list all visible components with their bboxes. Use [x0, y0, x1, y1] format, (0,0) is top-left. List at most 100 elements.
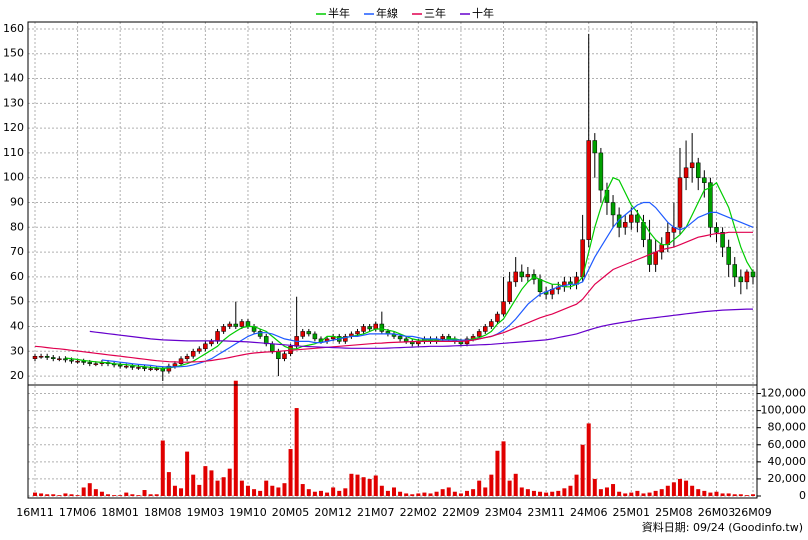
- candle-body: [714, 227, 719, 233]
- volume-bar: [653, 490, 658, 496]
- candle-body: [403, 338, 409, 342]
- candle-body: [306, 331, 312, 335]
- volume-bar: [598, 489, 603, 496]
- volume-bar: [604, 487, 609, 496]
- x-tick-label: 23M11: [527, 506, 565, 519]
- candle-body: [659, 244, 664, 253]
- candle-body: [221, 326, 226, 332]
- volume-bar: [404, 493, 409, 496]
- x-tick-label: 20M12: [314, 506, 352, 519]
- candle-body: [257, 331, 263, 337]
- y-tick-label: 40: [10, 319, 24, 332]
- y-tick-label: 130: [3, 96, 24, 109]
- volume-bar: [306, 489, 311, 496]
- candle-body: [616, 214, 622, 228]
- ma-line: [65, 176, 754, 370]
- y-tick-label: 120: [3, 121, 24, 134]
- volume-bar: [726, 493, 731, 496]
- candle-body: [622, 222, 628, 228]
- x-tick-label: 21M07: [357, 506, 395, 519]
- volume-bar: [708, 492, 713, 496]
- volume-bar: [629, 492, 634, 496]
- candle-body: [367, 326, 372, 330]
- legend-label: 年線: [376, 6, 398, 20]
- candle-body: [32, 355, 38, 359]
- volume-bar: [544, 492, 549, 496]
- volume-bar: [343, 488, 348, 496]
- volume-bar: [623, 493, 628, 496]
- candle-body: [537, 279, 543, 293]
- legend-label: 半年: [328, 6, 350, 20]
- volume-bar: [221, 477, 226, 496]
- volume-bar: [185, 451, 190, 496]
- volume-bar: [465, 490, 470, 496]
- volume-bar: [179, 488, 184, 496]
- volume-bar: [337, 490, 342, 496]
- volume-bar: [611, 484, 616, 496]
- candle-body: [282, 353, 287, 359]
- volume-bar: [87, 483, 92, 496]
- candle-body: [81, 360, 86, 363]
- volume-bar: [458, 493, 463, 496]
- y-tick-label: 110: [3, 146, 24, 159]
- candle-body: [635, 214, 640, 223]
- y-tick-label: 160: [3, 22, 24, 35]
- candle-body: [683, 167, 689, 178]
- volume-bar: [531, 490, 536, 496]
- candle-body: [75, 360, 80, 363]
- candle-body: [124, 365, 129, 368]
- legend-label: 三年: [424, 6, 446, 20]
- volume-bar: [592, 478, 597, 496]
- volume-bar: [659, 489, 664, 496]
- candle-body: [440, 336, 445, 340]
- y2-tick-label: 60,000: [768, 438, 807, 451]
- volume-bar: [720, 493, 725, 496]
- volume-bar: [209, 470, 214, 496]
- candle-body: [51, 357, 56, 359]
- x-tick-label: 19M10: [229, 506, 267, 519]
- candle-body: [44, 355, 50, 358]
- volume-bar: [282, 483, 287, 496]
- volume-bar: [434, 491, 439, 496]
- x-tick-label: 23M04: [485, 506, 523, 519]
- y-tick-label: 80: [10, 220, 24, 233]
- volume-bar: [39, 493, 44, 496]
- volume-bar: [373, 475, 378, 496]
- volume-bar: [677, 478, 682, 496]
- candle-body: [197, 348, 202, 352]
- x-tick-label: 26M09: [734, 506, 772, 519]
- volume-bar: [349, 473, 354, 496]
- volume-bar: [166, 472, 171, 496]
- x-tick-label: 19M03: [187, 506, 225, 519]
- candle-body: [117, 364, 123, 367]
- candle-body: [142, 367, 147, 369]
- volume-bar: [258, 490, 263, 496]
- x-tick-label: 26M03: [698, 506, 736, 519]
- volume-bar: [331, 487, 336, 496]
- candle-body: [300, 331, 305, 337]
- candle-body: [178, 358, 184, 364]
- volume-bar: [410, 494, 415, 496]
- y-tick-label: 140: [3, 72, 24, 85]
- candle-body: [489, 321, 494, 327]
- candle-body: [87, 362, 93, 364]
- candle-body: [507, 281, 512, 302]
- candle-body: [708, 182, 713, 228]
- volume-bar: [641, 493, 646, 496]
- candle-body: [148, 368, 153, 370]
- candle-body: [203, 343, 208, 350]
- volume-bar: [45, 494, 50, 496]
- volume-bar: [519, 487, 524, 496]
- volume-bar: [477, 480, 482, 496]
- candle-body: [513, 271, 518, 283]
- volume-bar: [696, 489, 701, 496]
- volume-bar: [416, 493, 421, 496]
- legend-label: 十年: [472, 6, 494, 20]
- volume-bar: [440, 489, 445, 496]
- x-tick-label: 16M11: [16, 506, 54, 519]
- candle-body: [586, 140, 591, 240]
- x-tick-label: 24M06: [570, 506, 608, 519]
- candle-body: [483, 326, 488, 332]
- ma-line: [34, 231, 753, 363]
